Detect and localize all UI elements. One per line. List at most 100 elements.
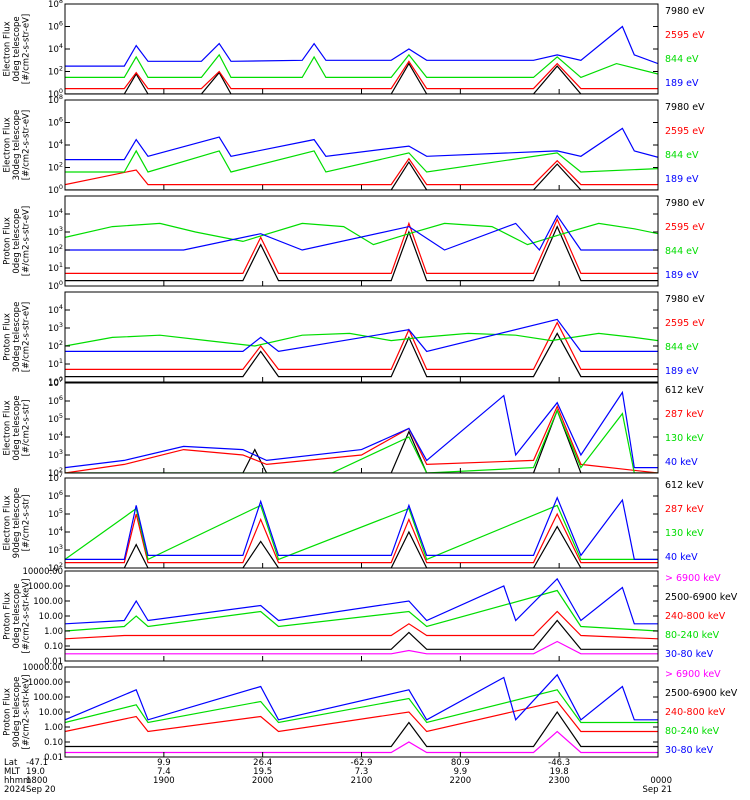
legend-entry: 2500-6900 keV (665, 592, 738, 603)
y-tick-label: 103 (48, 225, 63, 238)
y-tick-label: 104 (48, 138, 63, 151)
y-tick-label: 100 (48, 183, 63, 196)
series-line-blue (65, 127, 658, 161)
series-line-red (65, 217, 658, 274)
y-axis-label-line: [#/cm2-s-str-eV] (21, 14, 31, 84)
legend-entry: 844 eV (665, 150, 699, 161)
y-axis-label-line: [#/cm2-s-str-eV] (21, 206, 31, 276)
legend-entry: 2595 eV (665, 126, 705, 137)
y-axis-label-line: 0deg telescope (12, 395, 22, 460)
y-tick-label: 104 (48, 525, 63, 538)
y-axis-label-line: 30deg telescope (12, 302, 22, 373)
y-tick-label: 102 (48, 65, 63, 78)
y-tick-label: 103 (48, 321, 63, 334)
y-tick-label: 103 (48, 543, 63, 556)
y-axis-label-line: Electron Flux (2, 117, 12, 172)
panel-8-series (65, 673, 658, 754)
series-line-blue (65, 390, 658, 469)
y-tick-label: 1000.00 (28, 582, 63, 592)
series-line-red (65, 610, 658, 640)
series-line-red (65, 700, 658, 733)
legend-entry: 40 keV (665, 457, 698, 468)
legend-entry: 844 eV (665, 54, 699, 65)
series-line-magenta (65, 730, 658, 754)
y-tick-label: 1000.00 (28, 678, 63, 688)
panel-frame (64, 477, 659, 569)
y-axis-label-line: 30deg telescope (12, 110, 22, 181)
y-axis-label-line: Electron Flux (2, 495, 12, 550)
y-tick-label: 10.00 (39, 612, 63, 622)
legend-entry: 189 eV (665, 366, 699, 377)
x-tick-label-mlt: 9.9 (454, 767, 468, 777)
x-tick-label-hhmm: 2100 (351, 776, 373, 786)
y-axis-label: MEPED Proton Flux 90deg telescope [#/cm2-s-… (0, 675, 31, 750)
y-axis-label: MEPED Proton Flux 0deg telescope [#/cm2-s-s… (0, 579, 31, 654)
series-line-green (65, 589, 658, 632)
panel-legend: 612 keV 287 keV 130 keV 40 keV (665, 385, 704, 468)
y-tick-label: 104 (48, 303, 63, 316)
legend-entry: 2500-6900 keV (665, 688, 738, 699)
y-tick-label: 106 (48, 20, 63, 33)
panel-3: 100 101 102 103 104 TED Proton Flux 0deg telesc… (0, 195, 705, 292)
x-tick-label-hhmm: 1800 (26, 776, 48, 786)
panel-5-series (65, 390, 658, 473)
y-axis-label-line: 0deg telescope (12, 208, 22, 273)
series-line-red (65, 157, 658, 186)
panel-8: 0.01 0.10 1.00 10.00 100.00 1000.00 10000.00 ME… (0, 663, 738, 763)
panel-3-series (65, 214, 658, 282)
y-tick-label: 106 (48, 394, 63, 407)
y-axis-label-line: TED (0, 40, 3, 59)
x-tick-label-lat: -62.9 (351, 758, 373, 768)
y-axis-label-line: Proton Flux (2, 688, 12, 736)
panel-2-series (65, 127, 658, 190)
y-tick-label: 105 (48, 412, 63, 425)
x-tick-label-hhmm: 2300 (548, 776, 570, 786)
series-line-green (65, 504, 658, 561)
legend-entry: 240-800 keV (665, 611, 726, 622)
y-axis-label-line: 0deg telescope (12, 16, 22, 81)
y-tick-label: 0.10 (44, 642, 63, 652)
x-tick-label-lat: 26.4 (253, 758, 272, 768)
legend-entry: > 6900 keV (665, 573, 721, 584)
x-axis-row-label: Lat (4, 758, 18, 768)
x-tick-label-lat: -47.1 (26, 758, 48, 768)
y-axis-label-line: 90deg telescope (12, 677, 22, 748)
y-axis-label: MEPED Electron Flux 90deg telescope [#/cm2-… (0, 488, 31, 559)
x-tick-label-mlt: 19.5 (253, 767, 272, 777)
panel-7: 0.01 0.10 1.00 10.00 100.00 1000.00 10000.00 ME… (0, 567, 738, 667)
y-axis-label: TED Proton Flux 30deg telescope [#/cm2-s-st… (0, 302, 31, 373)
panel-1-series (65, 25, 658, 94)
legend-entry: 844 eV (665, 246, 699, 257)
y-tick-label: 10.00 (39, 708, 63, 718)
legend-entry: 287 keV (665, 409, 704, 420)
series-line-magenta (65, 640, 658, 655)
panel-legend: > 6900 keV 2500-6900 keV 240-800 keV 80-240… (665, 573, 738, 660)
legend-entry: 7980 eV (665, 102, 705, 113)
y-tick-label: 1.00 (44, 627, 63, 637)
legend-entry: 80-240 keV (665, 726, 720, 737)
legend-entry: 30-80 keV (665, 745, 714, 756)
y-tick-label: 104 (48, 42, 63, 55)
x-tick-label-lat: 80.9 (451, 758, 470, 768)
y-tick-label: 104 (48, 207, 63, 220)
series-line-black (65, 225, 658, 282)
legend-entry: 189 eV (665, 78, 699, 89)
x-tick-label-mlt: 7.3 (355, 767, 369, 777)
y-tick-label: 0.01 (44, 657, 63, 667)
series-line-green (65, 332, 658, 347)
series-line-blue (65, 318, 658, 353)
y-axis-label-line: [#/cm2-s-str-eV] (21, 110, 31, 180)
series-line-green (65, 408, 658, 473)
y-axis-label-line: [#/cm2-s-str-eV] (21, 302, 31, 372)
series-line-black (65, 619, 658, 650)
series-line-black (65, 408, 658, 473)
legend-entry: 30-80 keV (665, 649, 714, 660)
panel-legend: 7980 eV 2595 eV 844 eV 189 eV (665, 102, 705, 185)
legend-entry: 189 eV (665, 174, 699, 185)
y-tick-label: 101 (48, 261, 63, 274)
x-tick-label-mlt: 19.0 (26, 767, 45, 777)
